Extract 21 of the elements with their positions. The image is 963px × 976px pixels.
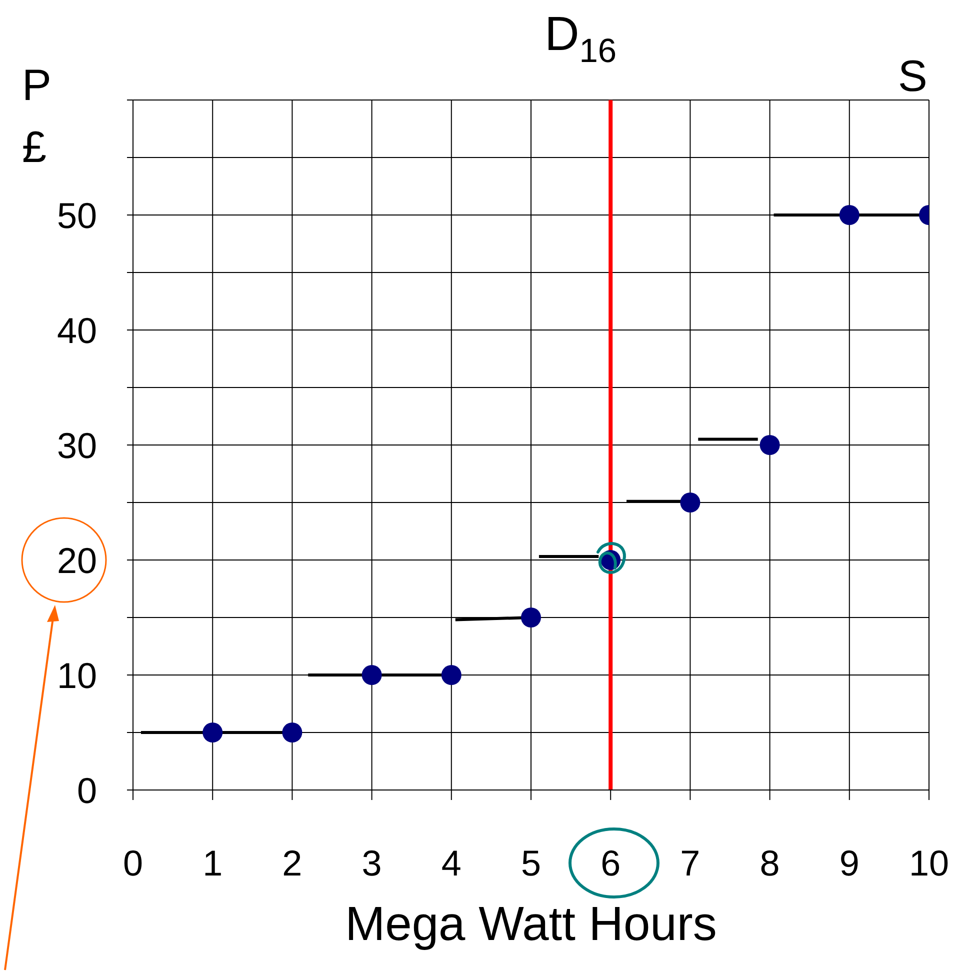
x-tick-label: 10 bbox=[908, 842, 950, 884]
y-tick-label: 20 bbox=[56, 540, 97, 581]
y-axis-title: P £ bbox=[22, 60, 52, 174]
text: S bbox=[898, 52, 928, 102]
x-axis-title: Mega Watt Hours bbox=[345, 898, 717, 951]
x-tick-label: 0 bbox=[122, 842, 144, 884]
y-tick-label: 50 bbox=[56, 194, 97, 236]
y-tick-label: 0 bbox=[76, 770, 97, 811]
x-tick-label: 8 bbox=[760, 842, 780, 884]
x-tick-label: 3 bbox=[362, 842, 382, 884]
ref-line-label: D$_{16}$ bbox=[544, 8, 617, 70]
x-tick-label: 7 bbox=[680, 842, 700, 884]
x-tick-label: 1 bbox=[202, 842, 223, 884]
x-tick-label: 6 bbox=[600, 842, 621, 884]
x-tick-label: 9 bbox=[839, 842, 860, 884]
y-tick-label: 10 bbox=[56, 654, 97, 696]
x-tick-label: 4 bbox=[441, 842, 462, 884]
x-tick-label: 5 bbox=[520, 842, 542, 884]
y-tick-label: 40 bbox=[56, 310, 97, 351]
x-tick-label: 2 bbox=[282, 842, 302, 884]
y-tick-label: 30 bbox=[56, 424, 97, 466]
